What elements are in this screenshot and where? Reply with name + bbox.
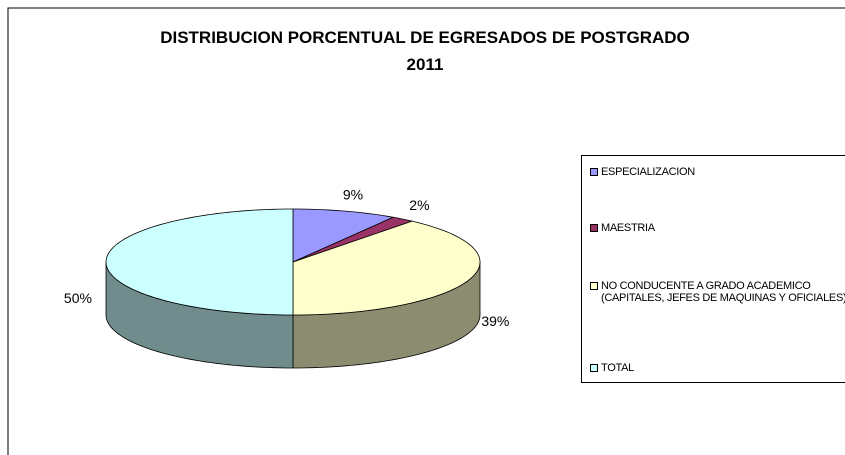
legend-label: NO CONDUCENTE A GRADO ACADEMICO (CAPITAL… <box>601 280 845 304</box>
data-label: 39% <box>481 313 509 329</box>
legend-label: ESPECIALIZACION <box>601 166 695 178</box>
legend-item: ESPECIALIZACION <box>590 166 845 178</box>
legend-swatch <box>590 224 598 232</box>
slice-top <box>292 208 394 263</box>
pie-slice <box>105 208 294 369</box>
pie-slice <box>292 208 394 263</box>
legend-label: MAESTRIA <box>601 222 655 234</box>
legend-item: TOTAL <box>590 362 845 374</box>
data-label: 9% <box>343 187 363 203</box>
chart-title: DISTRIBUCION PORCENTUAL DE EGRESADOS DE … <box>160 28 690 74</box>
legend-swatch <box>590 364 598 372</box>
slice-top <box>292 220 481 316</box>
data-label: 50% <box>64 290 92 306</box>
slice-top <box>105 208 294 316</box>
legend-swatch <box>590 282 598 290</box>
legend-swatch <box>590 168 598 176</box>
legend-item: MAESTRIA <box>590 222 845 234</box>
legend: ESPECIALIZACION MAESTRIA NO CONDUCENTE A G… <box>581 155 845 383</box>
legend-label: TOTAL <box>601 362 634 374</box>
data-label: 2% <box>409 197 429 213</box>
legend-item: NO CONDUCENTE A GRADO ACADEMICO (CAPITAL… <box>590 280 845 304</box>
pie-slice <box>292 220 481 369</box>
